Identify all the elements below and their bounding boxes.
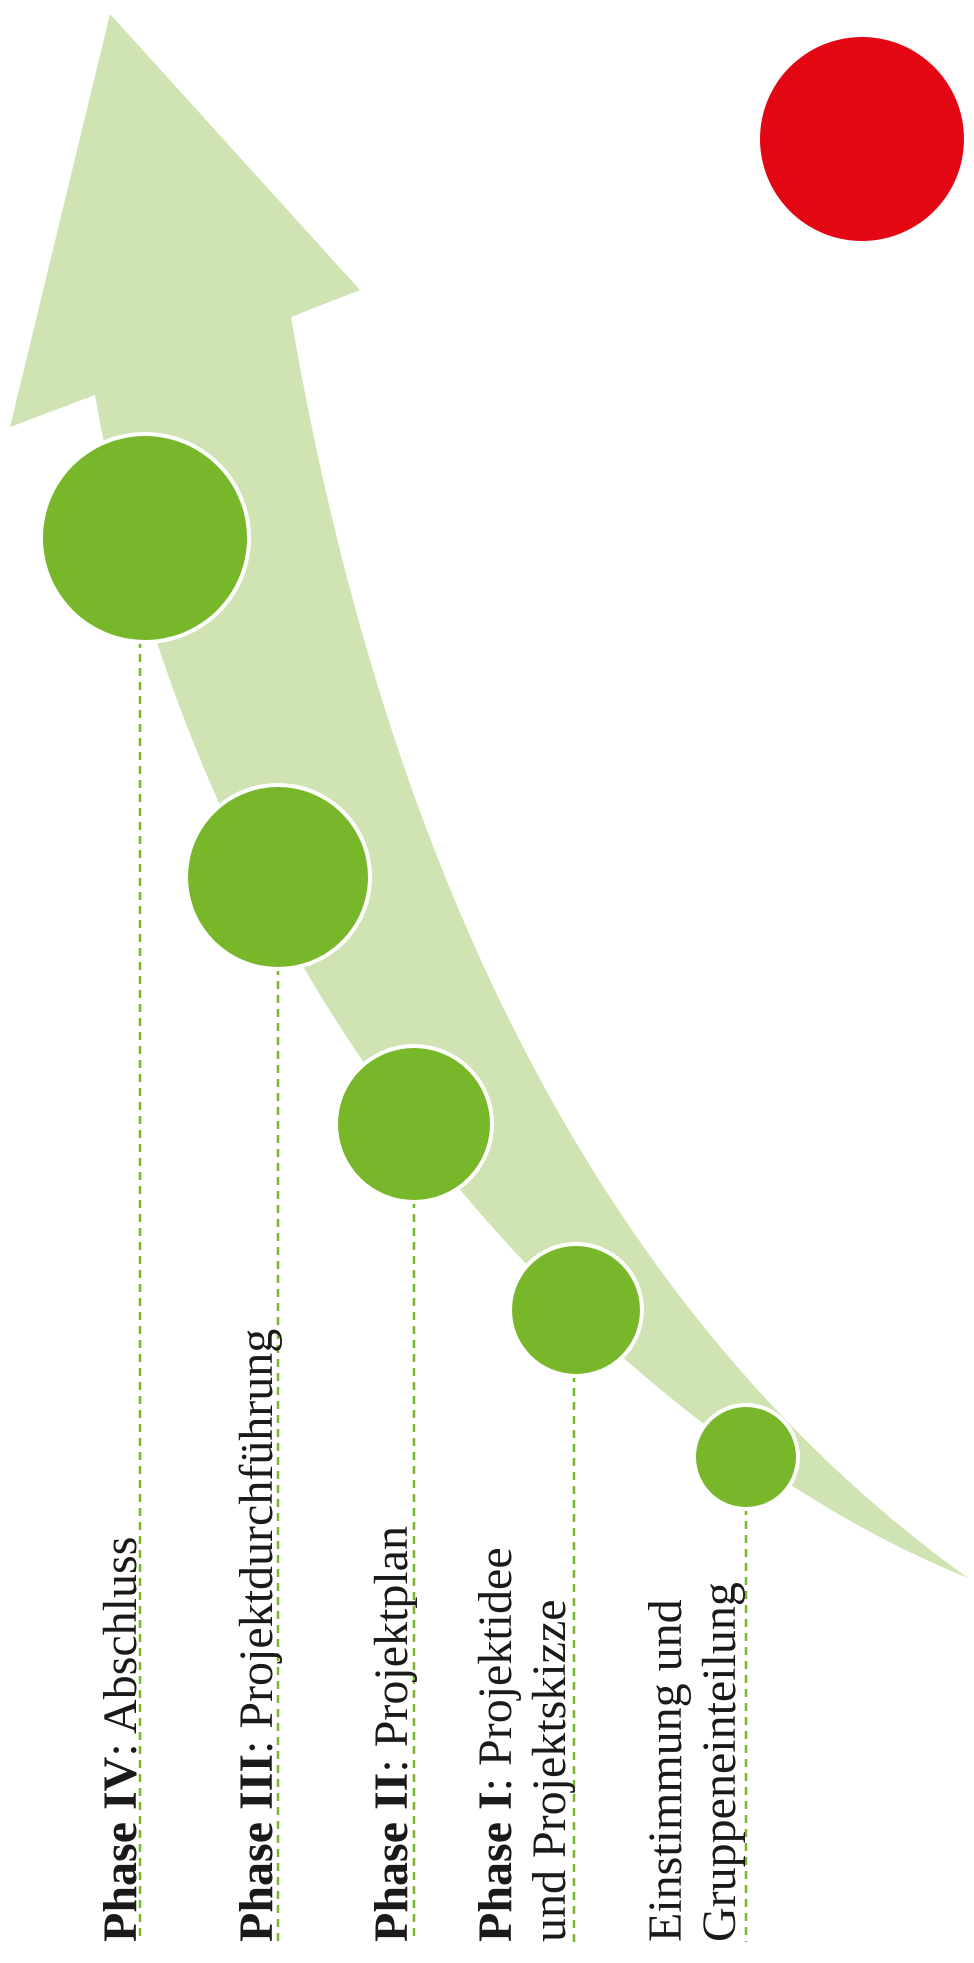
phase-label: Phase II: Projektplan	[365, 1526, 419, 1942]
phase-label-line: Einstimmung und	[639, 1582, 693, 1942]
phase-title: : Abschluss	[94, 1536, 147, 1757]
phase-title: : Projektplan	[365, 1526, 418, 1773]
phase-name: Phase III	[230, 1753, 283, 1942]
phase-name: Phase IV	[94, 1756, 147, 1942]
phase-label: Phase III: Projektdurchführung	[230, 1329, 284, 1942]
phase-label-line: Phase II: Projektplan	[365, 1526, 419, 1942]
phase-node	[696, 1407, 796, 1507]
phase-name: Phase I	[469, 1791, 522, 1942]
growth-arrow	[10, 14, 968, 1578]
phase-name: Phase II	[365, 1772, 418, 1942]
phase-title: : Projektdurchführung	[230, 1328, 283, 1754]
phase-title-line2: Gruppeneinteilung	[693, 1582, 746, 1942]
phase-node	[512, 1246, 640, 1374]
phase-node	[188, 787, 368, 967]
phase-label: Phase I: Projektidee und Projektskizze	[469, 1547, 577, 1942]
phase-label: Einstimmung und Gruppeneinteilung	[639, 1582, 747, 1942]
phase-label: Phase IV: Abschluss	[94, 1537, 148, 1942]
phase-label-line: Phase IV: Abschluss	[94, 1537, 148, 1942]
phase-title: Einstimmung und	[639, 1599, 692, 1942]
phase-title: : Projektidee	[469, 1547, 522, 1792]
phase-label-line: Phase I: Projektidee	[469, 1547, 523, 1942]
accent-dot	[760, 37, 964, 241]
phase-title-line2: und Projektskizze	[523, 1599, 576, 1942]
phase-label-line: Phase III: Projektdurchführung	[230, 1329, 284, 1942]
phase-node	[43, 436, 247, 640]
phase-node	[338, 1048, 490, 1200]
